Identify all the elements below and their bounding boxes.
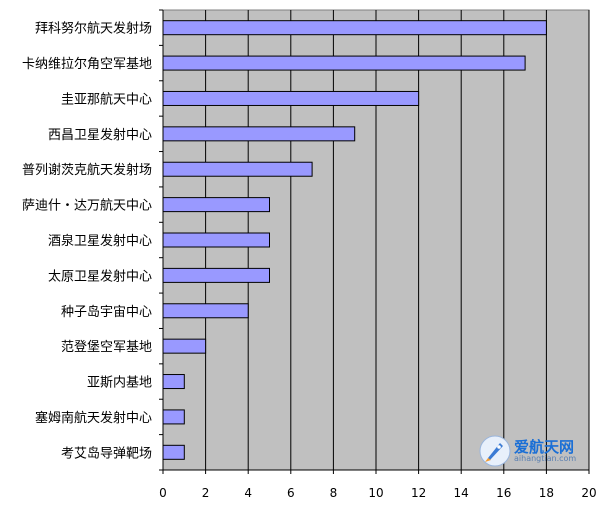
bar <box>162 232 270 248</box>
category-label: 考艾岛导弹靶场 <box>61 445 152 461</box>
category-label: 萨迪什・达万航天中心 <box>22 198 152 214</box>
category-label: 普列谢茨克航天发射场 <box>22 162 152 178</box>
category-label: 拜科努尔航天发射场 <box>35 21 152 37</box>
x-tick-label: 16 <box>496 486 511 500</box>
x-tick-label: 20 <box>581 486 596 500</box>
x-tick-label: 18 <box>539 486 554 500</box>
bar <box>162 374 185 390</box>
category-label: 种子岛宇宙中心 <box>61 304 152 320</box>
category-label: 太原卫星发射中心 <box>48 268 152 284</box>
category-label: 酒泉卫星发射中心 <box>48 233 152 249</box>
bar <box>162 20 547 36</box>
bar <box>162 126 356 142</box>
category-label: 范登堡空军基地 <box>61 339 152 355</box>
rocket-icon <box>479 435 511 467</box>
bar <box>162 267 270 283</box>
bar <box>162 197 270 213</box>
bar <box>162 161 313 177</box>
category-label: 塞姆南航天发射中心 <box>35 410 152 426</box>
x-tick-label: 4 <box>244 486 252 500</box>
category-labels: 拜科努尔航天发射场卡纳维拉尔角空军基地圭亚那航天中心西昌卫星发射中心普列谢茨克航… <box>22 21 152 462</box>
watermark-logo: 爱航天网 aihangtian.com <box>478 434 588 468</box>
x-tick-label: 8 <box>330 486 338 500</box>
bar <box>162 55 526 71</box>
bars <box>162 20 547 460</box>
bar <box>162 338 207 354</box>
bar <box>162 90 420 106</box>
x-tick-label: 14 <box>454 486 469 500</box>
category-label: 圭亚那航天中心 <box>61 91 152 107</box>
watermark-name: 爱航天网 <box>514 438 575 456</box>
x-tick-label: 0 <box>159 486 167 500</box>
x-axis-ticks: 0 2 4 6 8 10 12 14 16 18 20 <box>159 9 597 500</box>
x-tick-label: 10 <box>368 486 383 500</box>
category-label: 卡纳维拉尔角空军基地 <box>22 57 152 72</box>
bar <box>162 409 185 425</box>
watermark-url: aihangtian.com <box>514 454 577 463</box>
bar <box>162 303 249 319</box>
x-tick-label: 2 <box>202 486 210 500</box>
category-label: 亚斯内基地 <box>87 375 152 391</box>
x-tick-label: 12 <box>411 486 426 500</box>
x-tick-label: 6 <box>287 486 295 500</box>
category-label: 西昌卫星发射中心 <box>48 127 152 143</box>
bar <box>162 444 185 460</box>
